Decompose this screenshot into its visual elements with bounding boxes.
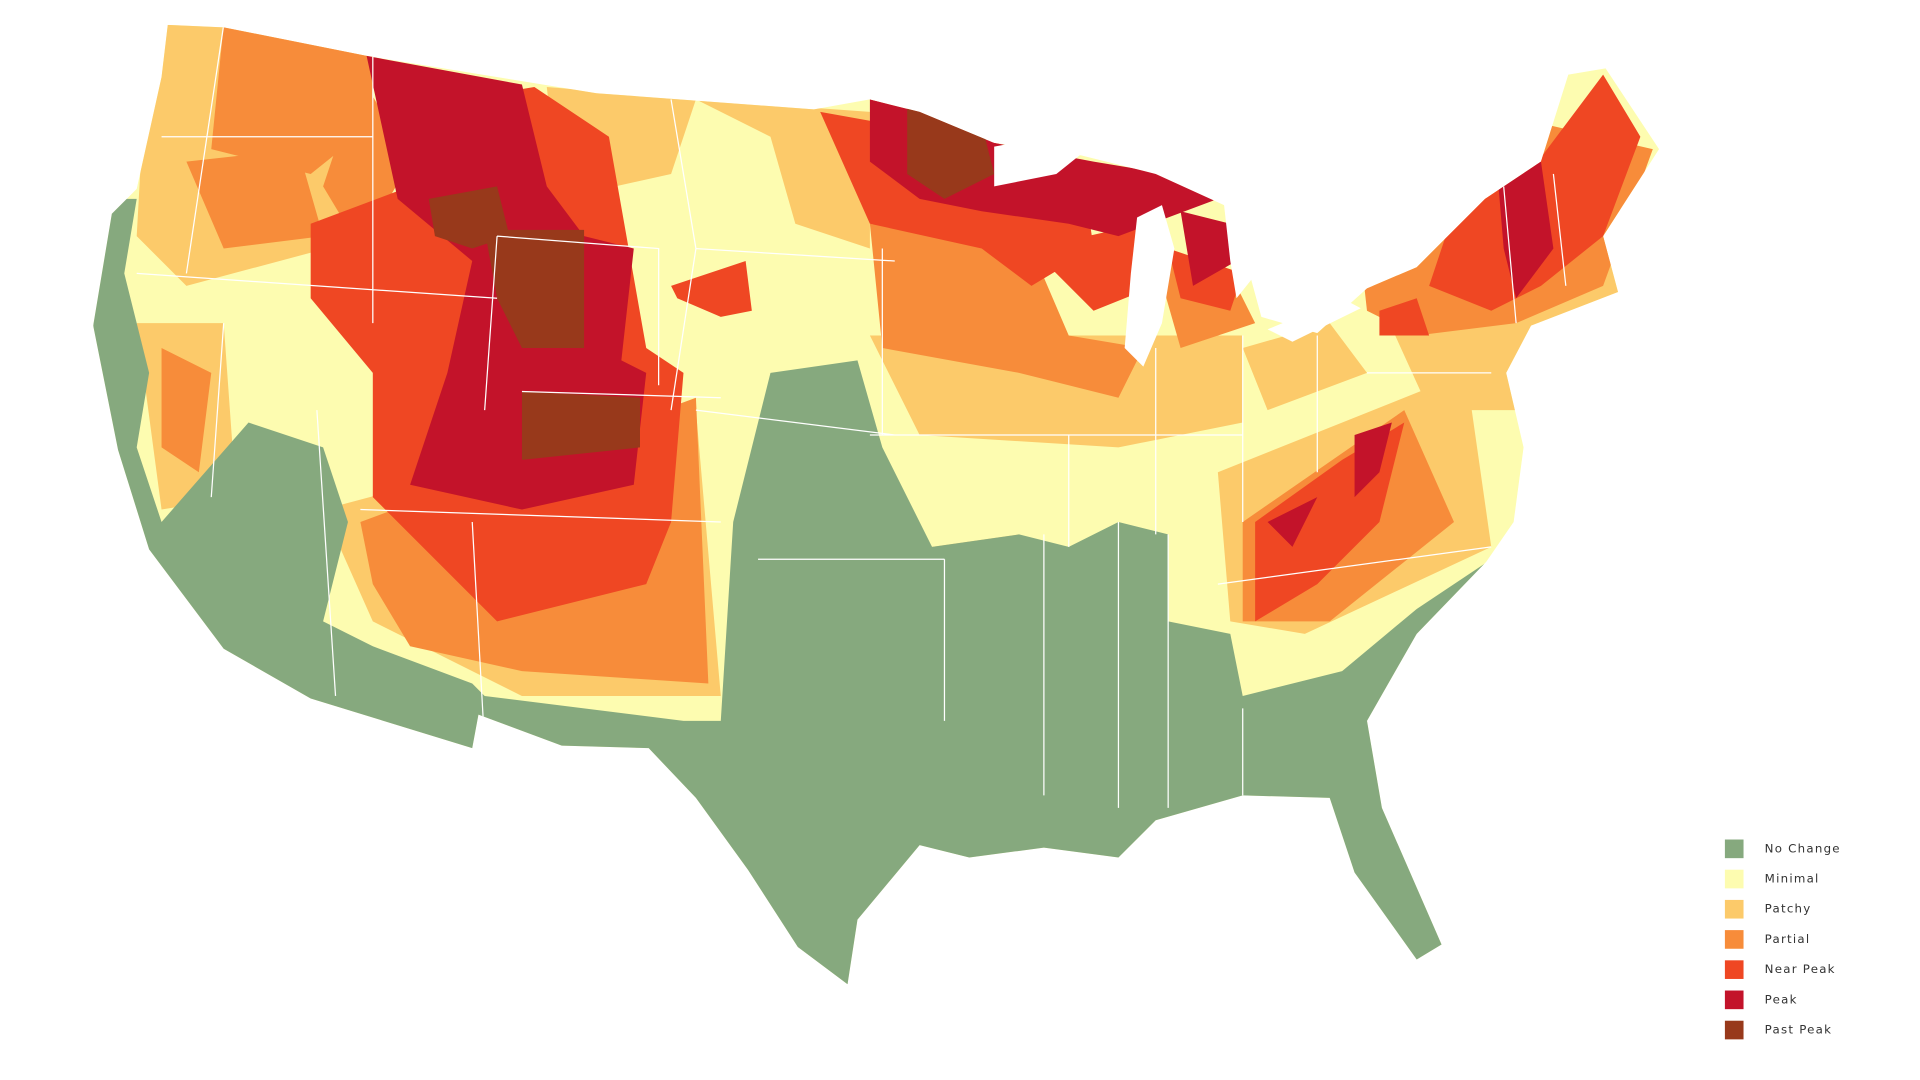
lake-huron [1224,205,1262,299]
legend-swatch [1724,899,1744,919]
legend-swatch [1724,1020,1744,1040]
legend-swatch [1724,930,1744,949]
lake-michigan [1124,205,1175,367]
state-borders [136,24,1567,808]
legend-label: Minimal [1765,872,1820,886]
region-past-peak [428,99,995,460]
legend-label: Past Peak [1765,1023,1833,1037]
legend-label: Peak [1765,992,1798,1006]
legend-label: No Change [1765,841,1841,855]
lake-superior [994,130,1088,187]
legend-swatch [1724,990,1744,1010]
legend-label: Near Peak [1765,962,1836,976]
legend: No Change Minimal Patchy Partial Near Peak Pe… [1724,839,1841,1040]
legend-swatch [1724,839,1744,859]
legend-swatch [1724,960,1744,979]
legend-swatch [1724,869,1744,889]
legend-label: Patchy [1765,902,1812,916]
legend-label: Partial [1765,932,1811,946]
region-near-peak [310,74,1641,622]
lake-erie [1267,298,1361,342]
